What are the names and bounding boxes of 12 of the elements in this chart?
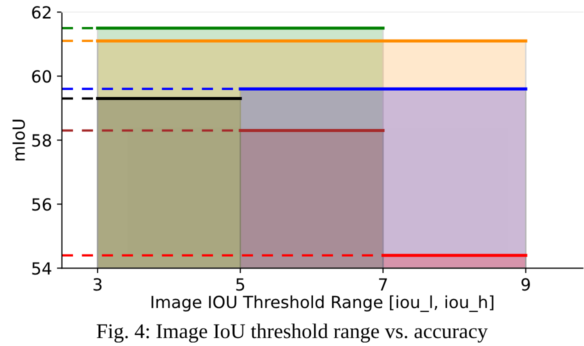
- y-axis-title: mIoU: [12, 120, 25, 160]
- y-tick-label: 56: [32, 198, 52, 211]
- y-tick-label: 60: [32, 70, 52, 83]
- x-axis-title: Image IOU Threshold Range [iou_l, iou_h]: [152, 295, 494, 312]
- x-tick-label: 9: [521, 278, 530, 291]
- x-tick-label: 7: [379, 278, 387, 291]
- x-tick-label: 5: [236, 278, 244, 291]
- x-tick-label: 3: [94, 278, 102, 291]
- y-tick-label: 58: [32, 134, 52, 147]
- y-tick-label: 62: [32, 6, 51, 19]
- caption: Fig. 4: Image IoU threshold range vs. accuracy: [96, 324, 488, 343]
- y-tick-label: 54: [32, 262, 52, 275]
